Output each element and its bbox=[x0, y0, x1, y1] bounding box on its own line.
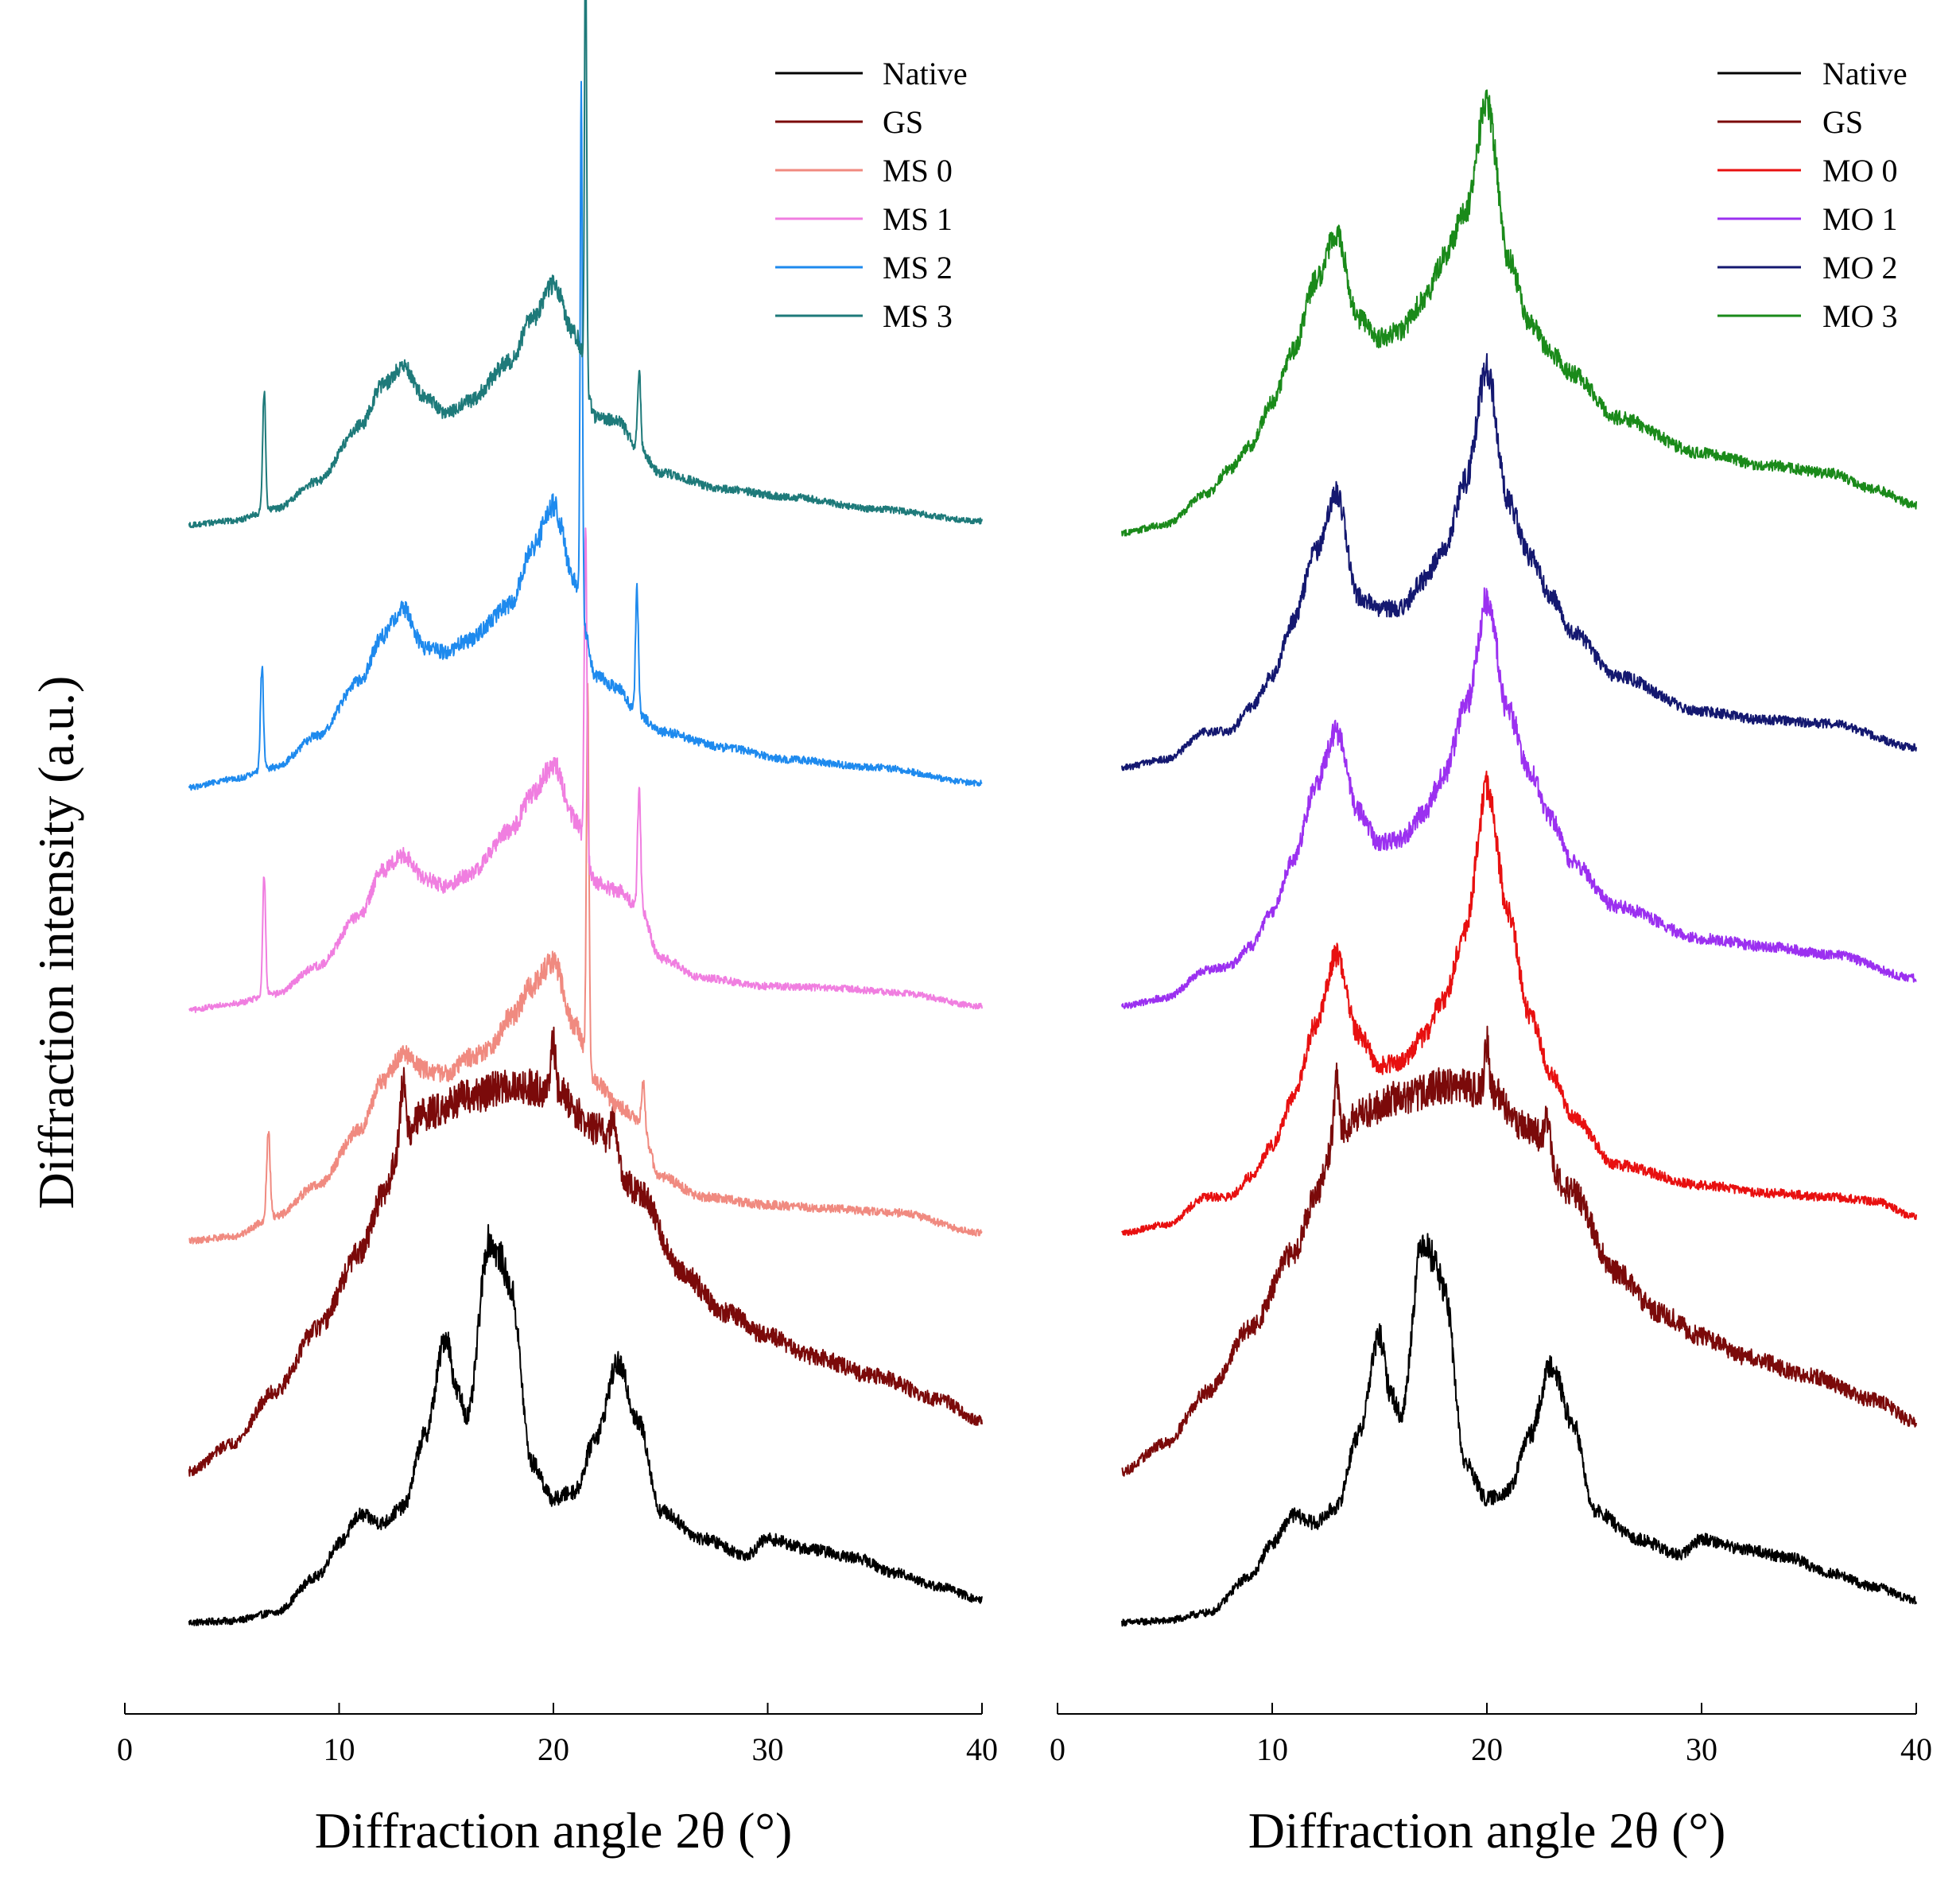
x-tick-label-20: 20 bbox=[1471, 1731, 1503, 1767]
x-axis-title: Diffraction angle 2θ (°) bbox=[315, 1802, 793, 1859]
legend-label-gs: GS bbox=[1822, 104, 1863, 140]
series-line-native bbox=[1121, 1233, 1917, 1627]
series-line-gs bbox=[1121, 1025, 1917, 1477]
series-line-gs bbox=[188, 1026, 983, 1477]
legend-label-native: Native bbox=[883, 56, 968, 91]
x-axis-title: Diffraction angle 2θ (°) bbox=[1248, 1802, 1726, 1859]
legend-label-ms-3: MS 3 bbox=[883, 298, 953, 334]
legend-left: Native GS MS 0 MS 1 MS 2 MS 3 bbox=[775, 56, 968, 334]
y-axis-title: Diffraction intensity (a.u.) bbox=[28, 676, 84, 1210]
series-line-ms-1 bbox=[188, 527, 983, 1013]
x-tick-label-40: 40 bbox=[1900, 1731, 1932, 1767]
series-line-ms-0 bbox=[188, 682, 983, 1245]
series-line-ms-2 bbox=[188, 80, 983, 791]
legend-right: Native GS MO 0 MO 1 MO 2 MO 3 bbox=[1717, 56, 1908, 334]
legend-label-native: Native bbox=[1822, 56, 1908, 91]
series-line-native bbox=[188, 1224, 983, 1626]
x-tick-label-20: 20 bbox=[538, 1731, 569, 1767]
series-line-mo-3 bbox=[1121, 89, 1917, 537]
series-line-mo-0 bbox=[1121, 770, 1917, 1236]
series-line-mo-2 bbox=[1121, 352, 1917, 771]
legend-label-mo-1: MO 1 bbox=[1822, 201, 1897, 237]
x-tick-label-0: 0 bbox=[117, 1731, 133, 1767]
x-tick-label-30: 30 bbox=[752, 1731, 784, 1767]
legend-label-mo-2: MO 2 bbox=[1822, 250, 1897, 286]
panel-left: 0 10 20 30 40 Diffraction angle 2θ (°) Native G… bbox=[117, 0, 998, 1859]
x-tick-label-40: 40 bbox=[966, 1731, 998, 1767]
x-tick-label-30: 30 bbox=[1686, 1731, 1717, 1767]
x-tick-label-10: 10 bbox=[324, 1731, 355, 1767]
y-axis-label: Diffraction intensity (a.u.) bbox=[28, 676, 84, 1210]
legend-label-mo-0: MO 0 bbox=[1822, 153, 1897, 188]
legend-label-ms-2: MS 2 bbox=[883, 250, 953, 286]
legend-label-ms-1: MS 1 bbox=[883, 201, 953, 237]
series-line-ms-3 bbox=[188, 0, 983, 529]
legend-label-mo-3: MO 3 bbox=[1822, 298, 1897, 334]
x-tick-label-10: 10 bbox=[1256, 1731, 1288, 1767]
panel-right: 0 10 20 30 40 Diffraction angle 2θ (°) Native G… bbox=[1050, 56, 1932, 1859]
legend-label-gs: GS bbox=[883, 104, 923, 140]
series-line-mo-1 bbox=[1121, 587, 1917, 1009]
legend-label-ms-0: MS 0 bbox=[883, 153, 953, 188]
x-tick-label-0: 0 bbox=[1050, 1731, 1065, 1767]
